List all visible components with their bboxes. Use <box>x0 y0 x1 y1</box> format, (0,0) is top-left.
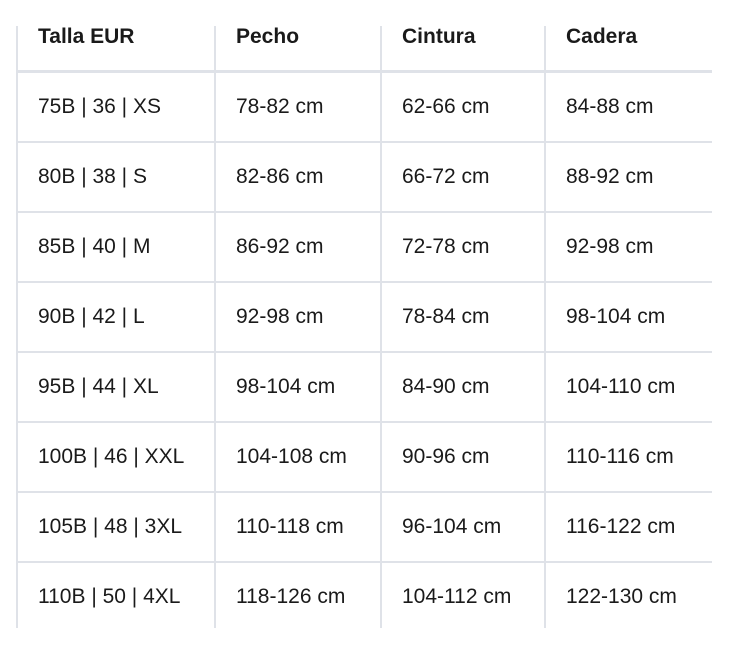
cell-waist: 78-84 cm <box>380 282 546 353</box>
table-row: 75B | 36 | XS 78-82 cm 62-66 cm 84-88 cm <box>16 71 712 143</box>
cell-hip: 98-104 cm <box>544 282 712 353</box>
table-row: 105B | 48 | 3XL 110-118 cm 96-104 cm 116-12… <box>16 492 712 563</box>
cell-waist: 96-104 cm <box>380 492 546 563</box>
cell-waist: 90-96 cm <box>380 422 546 493</box>
cell-size: 75B | 36 | XS <box>16 71 216 143</box>
column-header-waist: Cintura <box>380 26 546 73</box>
cell-chest: 86-92 cm <box>214 212 382 283</box>
table-row: 85B | 40 | M 86-92 cm 72-78 cm 92-98 cm <box>16 212 712 283</box>
cell-waist: 104-112 cm <box>380 562 546 628</box>
cell-size: 110B | 50 | 4XL <box>16 562 216 628</box>
cell-hip: 116-122 cm <box>544 492 712 563</box>
cell-waist: 72-78 cm <box>380 212 546 283</box>
column-header-chest: Pecho <box>214 26 382 73</box>
table-row: 110B | 50 | 4XL 118-126 cm 104-112 cm 122-1… <box>16 562 712 628</box>
cell-hip: 84-88 cm <box>544 71 712 143</box>
table-row: 100B | 46 | XXL 104-108 cm 90-96 cm 110-116… <box>16 422 712 493</box>
cell-chest: 110-118 cm <box>214 492 382 563</box>
cell-size: 105B | 48 | 3XL <box>16 492 216 563</box>
cell-chest: 78-82 cm <box>214 71 382 143</box>
cell-size: 100B | 46 | XXL <box>16 422 216 493</box>
cell-chest: 98-104 cm <box>214 352 382 423</box>
cell-chest: 82-86 cm <box>214 142 382 213</box>
table-row: 80B | 38 | S 82-86 cm 66-72 cm 88-92 cm <box>16 142 712 213</box>
cell-hip: 88-92 cm <box>544 142 712 213</box>
column-header-size: Talla EUR <box>16 26 216 73</box>
cell-hip: 92-98 cm <box>544 212 712 283</box>
size-chart-table: Talla EUR Pecho Cintura Cadera 75B | 36 | X… <box>16 26 712 628</box>
cell-waist: 84-90 cm <box>380 352 546 423</box>
cell-hip: 122-130 cm <box>544 562 712 628</box>
cell-waist: 66-72 cm <box>380 142 546 213</box>
header-row: Talla EUR Pecho Cintura Cadera <box>16 26 712 73</box>
table-row: 90B | 42 | L 92-98 cm 78-84 cm 98-104 cm <box>16 282 712 353</box>
column-header-hip: Cadera <box>544 26 712 73</box>
size-table-container: Talla EUR Pecho Cintura Cadera 75B | 36 | X… <box>16 26 712 628</box>
cell-chest: 104-108 cm <box>214 422 382 493</box>
cell-size: 95B | 44 | XL <box>16 352 216 423</box>
cell-hip: 104-110 cm <box>544 352 712 423</box>
cell-size: 85B | 40 | M <box>16 212 216 283</box>
cell-waist: 62-66 cm <box>380 71 546 143</box>
cell-size: 80B | 38 | S <box>16 142 216 213</box>
cell-size: 90B | 42 | L <box>16 282 216 353</box>
cell-hip: 110-116 cm <box>544 422 712 493</box>
cell-chest: 92-98 cm <box>214 282 382 353</box>
cell-chest: 118-126 cm <box>214 562 382 628</box>
table-row: 95B | 44 | XL 98-104 cm 84-90 cm 104-110 cm <box>16 352 712 423</box>
